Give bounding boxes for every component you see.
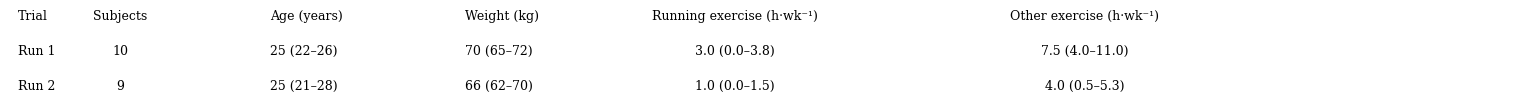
Text: 10: 10 — [112, 45, 127, 58]
Text: Running exercise (h·wk⁻¹): Running exercise (h·wk⁻¹) — [652, 10, 819, 23]
Text: Trial: Trial — [18, 10, 48, 23]
Text: 1.0 (0.0–1.5): 1.0 (0.0–1.5) — [694, 80, 774, 93]
Text: 4.0 (0.5–5.3): 4.0 (0.5–5.3) — [1046, 80, 1125, 93]
Text: 70 (65–72): 70 (65–72) — [464, 45, 532, 58]
Text: Run 2: Run 2 — [18, 80, 55, 93]
Text: Run 1: Run 1 — [18, 45, 55, 58]
Text: Weight (kg): Weight (kg) — [464, 10, 540, 23]
Text: 3.0 (0.0–3.8): 3.0 (0.0–3.8) — [694, 45, 774, 58]
Text: 25 (22–26): 25 (22–26) — [270, 45, 337, 58]
Text: 25 (21–28): 25 (21–28) — [270, 80, 337, 93]
Text: 9: 9 — [117, 80, 124, 93]
Text: 66 (62–70): 66 (62–70) — [464, 80, 533, 93]
Text: Age (years): Age (years) — [270, 10, 343, 23]
Text: Subjects: Subjects — [94, 10, 147, 23]
Text: Other exercise (h·wk⁻¹): Other exercise (h·wk⁻¹) — [1010, 10, 1159, 23]
Text: 7.5 (4.0–11.0): 7.5 (4.0–11.0) — [1041, 45, 1128, 58]
